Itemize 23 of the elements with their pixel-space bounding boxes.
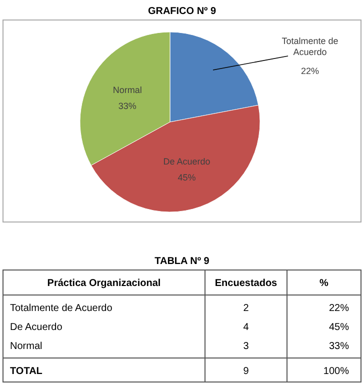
category-label: De Acuerdo bbox=[10, 322, 63, 333]
category-label: Totalmente de Acuerdo bbox=[10, 303, 113, 314]
category-label: Normal bbox=[10, 341, 42, 352]
series-label: Encuestados bbox=[214, 278, 278, 289]
data-label: 45% bbox=[178, 172, 196, 183]
text: TABLA Nº 9 bbox=[154, 256, 210, 267]
data-label: 22% bbox=[300, 66, 320, 76]
data-label: 100% bbox=[323, 366, 350, 377]
slice-label: Normal bbox=[112, 84, 142, 95]
text: % bbox=[320, 278, 329, 289]
data-label: 33% bbox=[118, 100, 136, 111]
data-label: 9 bbox=[243, 366, 250, 377]
data-label: 33% bbox=[328, 341, 350, 352]
data-label: 3 bbox=[243, 341, 250, 352]
chart-title: GRAFICO Nº 9 bbox=[148, 6, 216, 17]
legend-title: Práctica Organizacional bbox=[47, 278, 161, 289]
data-label: 45% bbox=[328, 322, 350, 333]
slice-label: Totalmente de Acuerdo bbox=[282, 36, 338, 57]
category-label: TOTAL bbox=[10, 366, 42, 377]
data-label: 22% bbox=[328, 303, 350, 314]
slice-label: De Acuerdo bbox=[163, 156, 210, 167]
data-label: 4 bbox=[243, 322, 250, 333]
data-label: 2 bbox=[243, 303, 250, 314]
